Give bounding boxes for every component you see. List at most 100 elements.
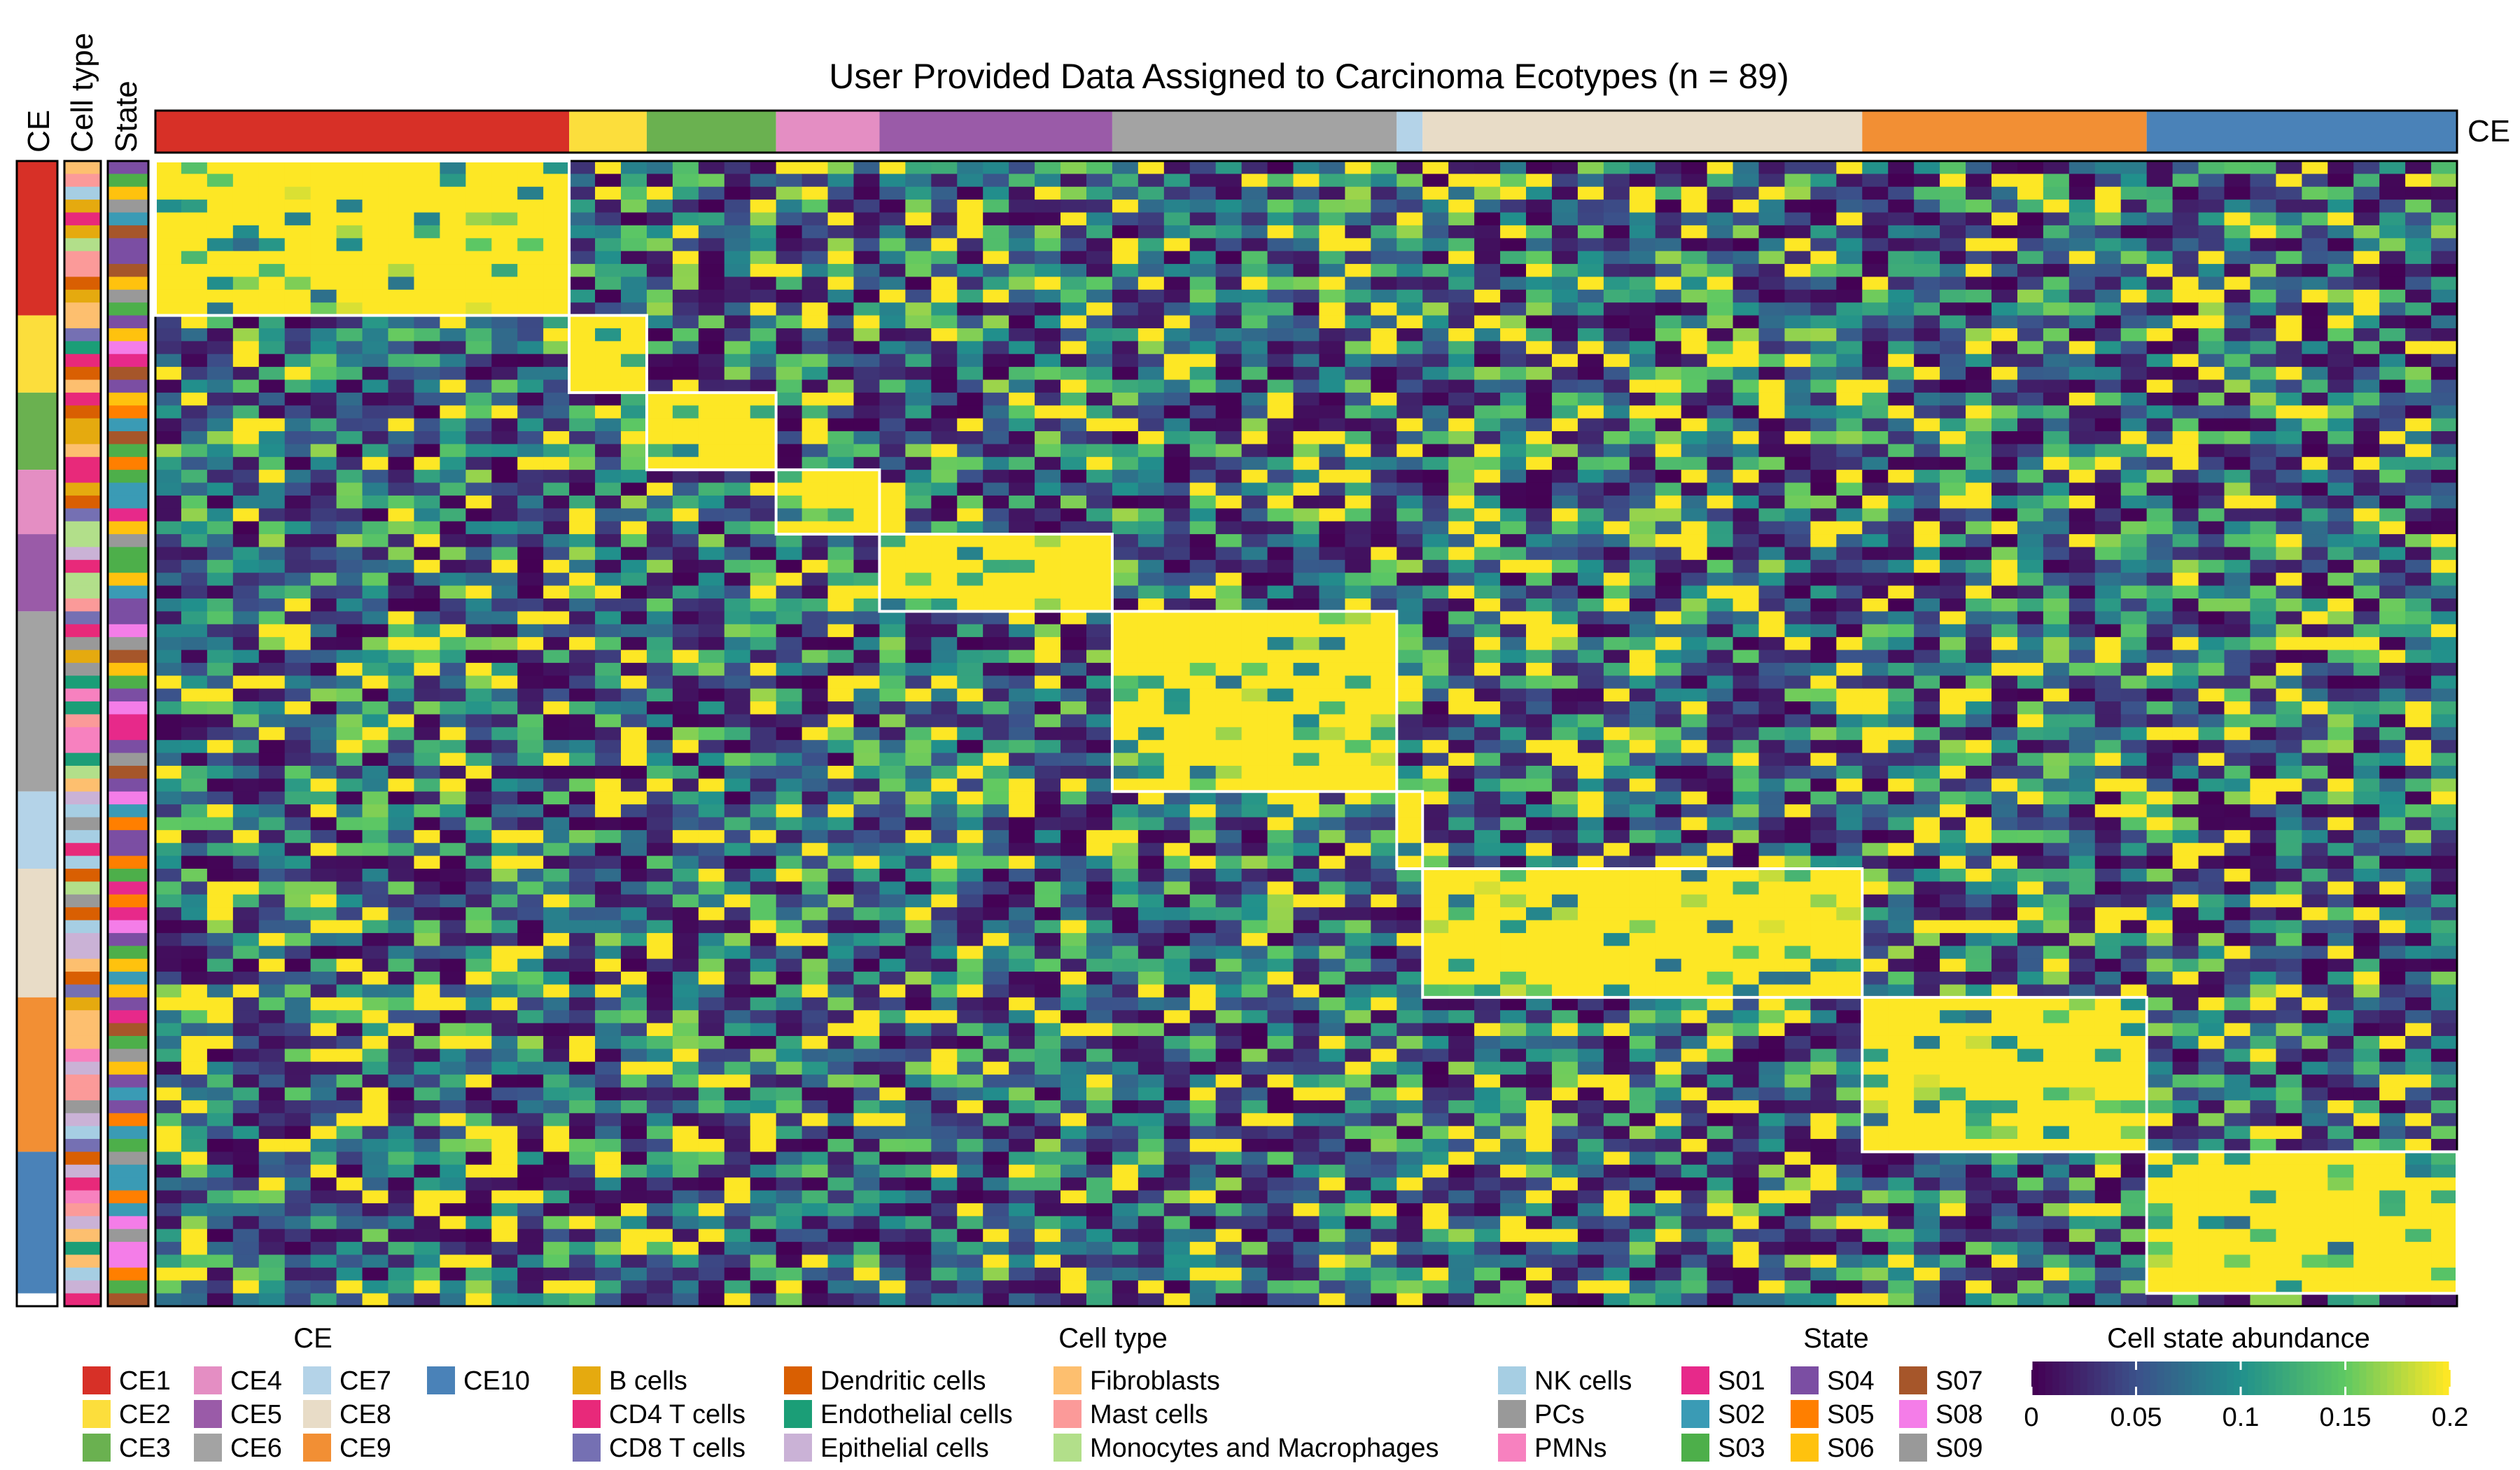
heatmap-cell (206, 174, 234, 188)
heatmap-cell (2146, 405, 2174, 419)
heatmap-cell (1422, 676, 1449, 690)
heatmap-cell (2043, 637, 2070, 651)
heatmap-cell (2198, 315, 2225, 329)
heatmap-cell (2017, 289, 2044, 303)
heatmap-cell (724, 470, 751, 484)
heatmap-cell (1267, 701, 1294, 715)
heatmap-cell (2198, 174, 2225, 188)
heatmap-cell (2068, 289, 2096, 303)
heatmap-cell (2094, 598, 2122, 612)
heatmap-cell (1241, 727, 1268, 741)
heatmap-cell (724, 431, 751, 444)
column-annotation-segment-ce2 (569, 111, 647, 153)
heatmap-cell (1810, 186, 1837, 200)
heatmap-cell (1966, 470, 1992, 484)
heatmap-cell (1112, 598, 1139, 612)
heatmap-cell (440, 585, 466, 599)
heatmap-cell (1060, 804, 1087, 818)
heatmap-cell (595, 830, 622, 844)
heatmap-cell (853, 225, 881, 239)
heatmap-cell (1681, 289, 1708, 303)
heatmap-cell (1629, 714, 1656, 728)
heatmap-cell (543, 598, 570, 612)
heatmap-cell (646, 559, 673, 573)
heatmap-cell (2276, 328, 2302, 342)
heatmap-cell (2250, 251, 2276, 265)
heatmap-cell (2431, 264, 2458, 278)
heatmap-cell (1371, 508, 1397, 522)
heatmap-cell (2120, 573, 2148, 587)
heatmap-cell (802, 624, 829, 638)
heatmap-cell (724, 212, 751, 226)
heatmap-cell (1940, 765, 1966, 779)
heatmap-cell (1940, 444, 1966, 458)
row-annotation-state (108, 559, 148, 573)
heatmap-cell (1758, 276, 1786, 290)
heatmap-cell (232, 521, 260, 535)
heatmap-cell (1551, 212, 1578, 226)
heatmap-cell (2379, 830, 2406, 844)
heatmap-cell (440, 727, 466, 741)
heatmap-cell (1138, 482, 1165, 496)
heatmap-cell (1836, 791, 1863, 805)
heatmap-cell (1371, 559, 1397, 573)
heatmap-cell (2405, 186, 2432, 200)
heatmap-cell (2302, 367, 2328, 381)
heatmap-cell (440, 264, 466, 278)
heatmap-cell (258, 765, 286, 779)
heatmap-cell (2224, 302, 2251, 316)
heatmap-cell (2120, 379, 2148, 393)
heatmap-cell (181, 212, 208, 226)
heatmap-cell (1862, 328, 1889, 342)
heatmap-cell (1862, 624, 1889, 638)
heatmap-cell (1862, 701, 1889, 715)
heatmap-cell (517, 431, 544, 444)
heatmap-cell (543, 328, 570, 342)
heatmap-cell (957, 328, 983, 342)
heatmap-cell (802, 662, 829, 676)
heatmap-cell (440, 354, 466, 368)
heatmap-cell (491, 740, 518, 754)
heatmap-cell (336, 456, 363, 470)
heatmap-cell (1914, 804, 1940, 818)
heatmap-cell (1189, 817, 1217, 831)
heatmap-cell (569, 212, 596, 226)
heatmap-cell (232, 727, 260, 741)
heatmap-cell (2328, 431, 2354, 444)
heatmap-cell (258, 547, 286, 561)
heatmap-cell (2043, 598, 2070, 612)
heatmap-cell (2224, 830, 2251, 844)
heatmap-cell (1345, 650, 1371, 664)
heatmap-cell (1526, 482, 1553, 496)
heatmap-cell (1991, 740, 2018, 754)
row-annotation-cell-type (64, 791, 101, 805)
heatmap-cell (1371, 804, 1397, 818)
heatmap-cell (1241, 573, 1268, 587)
heatmap-cell (2224, 817, 2251, 831)
heatmap-cell (698, 817, 725, 831)
heatmap-cell (1526, 727, 1553, 741)
heatmap-cell (440, 328, 466, 342)
heatmap-cell (2224, 508, 2251, 522)
heatmap-cell (1914, 508, 1940, 522)
heatmap-cell (1371, 676, 1397, 690)
heatmap-cell (1551, 354, 1578, 368)
heatmap-cell (853, 276, 881, 290)
row-annotation-cell-type (64, 650, 101, 664)
heatmap-cell (1862, 276, 1889, 290)
heatmap-cell (1345, 804, 1371, 818)
heatmap-cell (2198, 367, 2225, 381)
heatmap-cell (1112, 495, 1139, 509)
heatmap-cell (543, 470, 570, 484)
heatmap-cell (2172, 289, 2199, 303)
heatmap-cell (2328, 611, 2354, 625)
heatmap-cell (1655, 559, 1682, 573)
heatmap-cell (1009, 598, 1035, 612)
heatmap-cell (1035, 161, 1061, 174)
heatmap-cell (879, 225, 906, 239)
heatmap-cell (1603, 186, 1630, 200)
heatmap-cell (1189, 624, 1217, 638)
heatmap-cell (2146, 701, 2174, 715)
heatmap-cell (1422, 482, 1449, 496)
heatmap-cell (1138, 662, 1165, 676)
